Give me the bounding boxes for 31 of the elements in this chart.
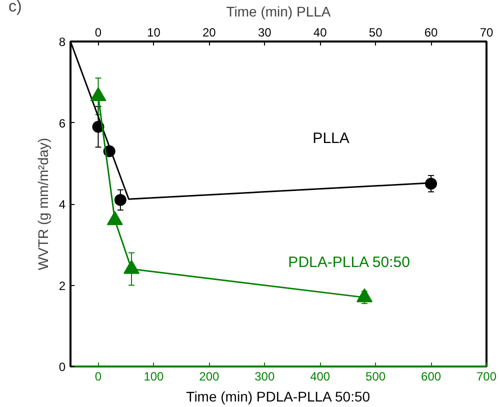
y-tick-label: 8 (58, 35, 66, 49)
x-tick-label: 0 (94, 370, 102, 384)
x2-axis-title: Time (min) PLLA (226, 4, 332, 20)
x-axis-title: Time (min) PDLA-PLLA 50:50 (186, 388, 370, 404)
y-tick-label: 0 (58, 360, 66, 374)
x2-tick-label: 20 (202, 26, 216, 40)
x2-tick-label: 0 (94, 26, 102, 40)
x2-tick-label: 70 (480, 26, 494, 40)
x-tick-label: 100 (144, 370, 164, 384)
x-tick-label: 300 (254, 370, 275, 384)
x2-tick-label: 10 (147, 26, 161, 40)
x-tick-label: 400 (310, 370, 330, 384)
y-tick-label: 4 (58, 198, 66, 212)
x2-tick-label: 30 (258, 26, 272, 40)
y-axis-title: WVTR (g mm/m²day) (34, 138, 51, 270)
point (90, 87, 106, 102)
point (106, 211, 123, 226)
x-tick-label: 700 (476, 370, 497, 384)
y-tick-label: 6 (58, 116, 66, 130)
x2-tick-label: 60 (424, 26, 438, 40)
text: PLLA (312, 130, 350, 148)
x-tick-label: 200 (199, 370, 220, 384)
series-label: PDLA-PLLA 50:50 (288, 254, 410, 271)
point (124, 260, 140, 274)
x2-tick-label: 40 (313, 26, 328, 40)
x-tick-label: 500 (366, 370, 386, 384)
y-tick-label: 2 (58, 278, 66, 293)
text: c) (8, 0, 22, 16)
x-tick-label: 600 (421, 370, 442, 384)
x2-tick-label: 50 (368, 26, 383, 40)
point (356, 288, 372, 302)
